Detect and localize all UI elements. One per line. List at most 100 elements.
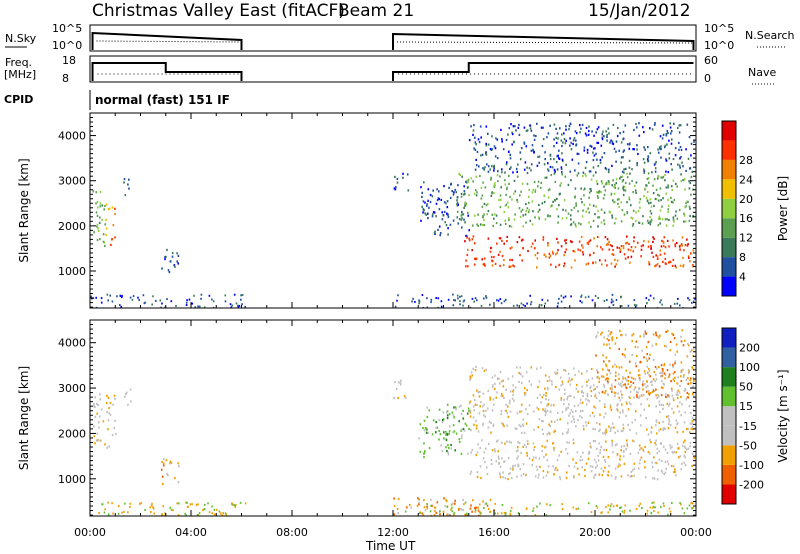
echo-cell (656, 177, 659, 180)
echo-cell (645, 184, 647, 187)
echo-cell (600, 221, 603, 224)
echo-cell (603, 185, 605, 188)
echo-cell (637, 374, 640, 377)
echo-cell (517, 441, 519, 444)
echo-cell (573, 418, 575, 421)
echo-cell (445, 430, 447, 434)
echo-cell (630, 380, 632, 383)
echo-cell (479, 223, 482, 226)
echo-cell (650, 246, 652, 249)
echo-cell (649, 353, 651, 356)
echo-cell (666, 460, 669, 463)
echo-cell (604, 412, 607, 415)
echo-cell (603, 383, 605, 386)
ground-scatter-cell (394, 305, 397, 308)
echo-cell (609, 347, 611, 350)
ground-scatter-cell (197, 305, 199, 308)
echo-cell (655, 424, 657, 427)
echo-cell (482, 410, 485, 413)
echo-cell (668, 157, 671, 160)
echo-cell (691, 385, 694, 388)
echo-cell (393, 187, 396, 190)
echo-cell (460, 452, 463, 455)
echo-cell (538, 380, 541, 383)
echo-cell (650, 380, 652, 384)
echo-cell (529, 127, 532, 130)
echo-cell (536, 396, 539, 399)
echo-cell (487, 132, 489, 135)
echo-cell (96, 223, 99, 226)
echo-cell (620, 449, 622, 452)
ground-scatter-cell (661, 303, 663, 306)
echo-cell (551, 166, 554, 169)
echo-cell (441, 421, 444, 424)
echo-cell (512, 468, 514, 471)
echo-cell (568, 128, 570, 131)
echo-cell (681, 444, 684, 447)
echo-cell (574, 195, 576, 198)
echo-cell (544, 151, 546, 154)
echo-cell (672, 397, 675, 400)
echo-cell (646, 359, 649, 362)
echo-cell (623, 171, 625, 174)
echo-cell (572, 415, 574, 418)
ground-scatter-cell (540, 304, 543, 307)
echo-cell (560, 397, 563, 400)
echo-cell (664, 218, 667, 221)
echo-cell (659, 209, 662, 212)
echo-cell (617, 430, 619, 433)
echo-cell (497, 180, 499, 183)
echo-cell (614, 186, 616, 189)
echo-cell (487, 165, 490, 168)
echo-cell (444, 221, 446, 224)
ground-scatter-cell (557, 302, 559, 305)
echo-cell (544, 218, 547, 221)
echo-cell (521, 431, 523, 434)
echo-cell (520, 210, 522, 213)
echo-cell (512, 125, 515, 128)
echo-cell (610, 408, 613, 411)
echo-cell (601, 136, 604, 139)
ground-scatter-cell (663, 505, 665, 507)
echo-cell (658, 400, 661, 403)
echo-cell (643, 161, 646, 164)
echo-cell (603, 336, 605, 339)
ground-scatter-cell (532, 509, 534, 512)
echo-cell (93, 231, 95, 234)
echo-cell (406, 173, 409, 176)
echo-cell (171, 251, 174, 255)
echo-cell (642, 383, 644, 386)
echo-cell (518, 371, 520, 375)
echo-cell (435, 431, 437, 434)
echo-cell (539, 366, 542, 369)
echo-cell (598, 377, 601, 380)
echo-cell (406, 506, 408, 509)
echo-cell (662, 260, 664, 263)
echo-cell (547, 431, 550, 434)
echo-cell (624, 189, 627, 192)
echo-cell (480, 197, 483, 200)
echo-cell (99, 202, 102, 205)
echo-cell (611, 216, 614, 219)
echo-cell (634, 362, 637, 365)
echo-cell (682, 430, 684, 433)
echo-cell (435, 215, 437, 218)
echo-cell (643, 131, 645, 134)
echo-cell (687, 447, 690, 450)
colorbar-swatch (722, 406, 736, 426)
echo-cell (629, 261, 631, 264)
echo-cell (614, 379, 617, 382)
echo-cell (500, 380, 503, 383)
ground-scatter-cell (681, 507, 684, 510)
echo-cell (607, 127, 610, 130)
echo-cell (124, 395, 126, 398)
echo-cell (654, 365, 657, 369)
echo-cell (477, 506, 479, 509)
echo-cell (638, 369, 640, 372)
ground-scatter-cell (541, 298, 544, 301)
colorbar-swatch (722, 121, 736, 141)
echo-cell (647, 155, 649, 158)
echo-cell (520, 190, 522, 193)
echo-cell (590, 367, 593, 371)
echo-cell (570, 179, 572, 182)
